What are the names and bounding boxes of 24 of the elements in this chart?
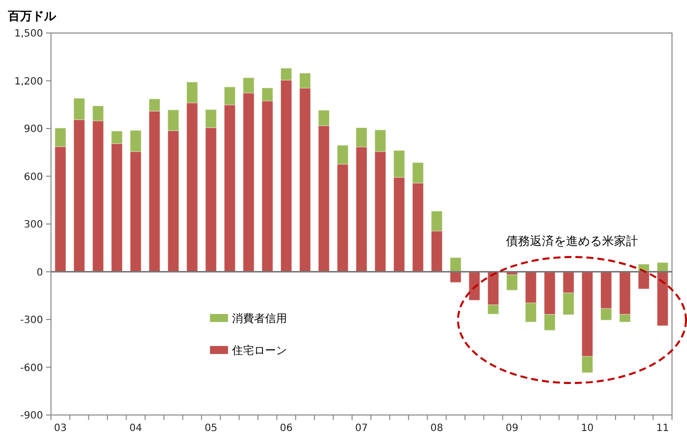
- y-tick-label: 1,200: [14, 76, 43, 88]
- y-tick-label: -300: [20, 315, 43, 326]
- bar: [468, 272, 480, 300]
- y-tick-label: 0: [36, 267, 43, 278]
- x-tick-label: 03: [54, 423, 67, 434]
- y-tick-label: 600: [24, 172, 43, 183]
- x-tick-label: 06: [280, 423, 293, 434]
- x-tick-label: 04: [129, 423, 142, 434]
- y-tick-label: 1,500: [14, 28, 43, 40]
- x-tick-label: 07: [355, 423, 368, 434]
- y-tick-label: 300: [24, 220, 43, 230]
- x-tick-label: 09: [506, 423, 518, 434]
- legend-label: 住宅ローン: [232, 344, 287, 357]
- y-tick-label: 900: [24, 124, 43, 135]
- legend-label: 消費者信用: [232, 312, 287, 325]
- y-tick-label: -900: [20, 410, 43, 422]
- x-tick-label: 05: [204, 423, 218, 434]
- x-tick-label: 11: [656, 423, 669, 434]
- y-tick-label: -600: [20, 362, 43, 374]
- x-tick-label: 08: [430, 423, 444, 434]
- y-axis-title: 百万ドル: [7, 9, 57, 23]
- bar: [506, 274, 518, 290]
- annotation: 債務返済を進める米家計: [506, 234, 638, 248]
- x-tick-label: 10: [580, 423, 594, 434]
